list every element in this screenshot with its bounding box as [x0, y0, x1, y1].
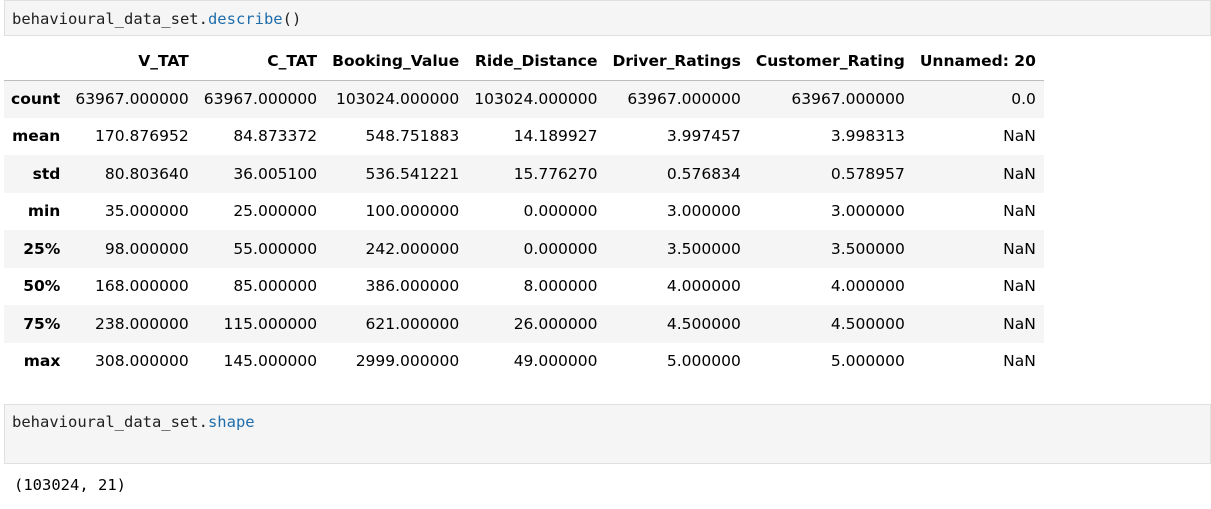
table-cell: 2999.000000	[355, 352, 460, 371]
table-row: 25% 98.000000 55.000000 242.000000 0.000…	[4, 230, 1044, 268]
table-cell: NaN	[1003, 352, 1036, 371]
column-header	[4, 42, 69, 81]
table-cell: NaN	[1003, 202, 1036, 221]
table-cell: 242.000000	[365, 239, 460, 258]
table-cell: 98.000000	[104, 239, 189, 258]
table-cell: 84.873372	[233, 127, 318, 146]
table-cell: 0.578957	[830, 164, 905, 183]
column-header: V_TAT	[68, 42, 197, 81]
table-cell: 386.000000	[365, 277, 460, 296]
table-cell: 0.0	[1011, 90, 1036, 108]
table-row: 50% 168.000000 85.000000 386.000000 8.00…	[4, 267, 1044, 305]
table-cell: NaN	[1003, 127, 1036, 146]
table-cell: 170.876952	[95, 127, 189, 146]
table-cell: 103024.000000	[474, 90, 598, 108]
table-cell: 4.000000	[830, 277, 905, 296]
table-cell: 3.500000	[666, 239, 741, 258]
table-cell: 14.189927	[513, 127, 598, 146]
table-cell: 4.500000	[830, 314, 905, 333]
table-cell: 63967.000000	[791, 90, 905, 108]
table-cell: 548.751883	[365, 127, 460, 146]
code-object: behavioural_data_set.	[12, 10, 208, 28]
table-cell: 26.000000	[513, 314, 598, 333]
column-header: C_TAT	[196, 42, 326, 81]
table-cell: 3.998313	[830, 127, 905, 146]
table-cell: NaN	[1003, 277, 1036, 296]
table-row: mean 170.876952 84.873372 548.751883 14.…	[4, 117, 1044, 155]
table-cell: 100.000000	[365, 202, 460, 221]
table-cell: 145.000000	[223, 352, 318, 371]
row-label: 50%	[23, 277, 61, 296]
table-row: 75% 238.000000 115.000000 621.000000 26.…	[4, 305, 1044, 343]
row-label: count	[11, 90, 61, 108]
column-header: Driver_Ratings	[605, 42, 749, 81]
table-cell: 3.997457	[666, 127, 741, 146]
code-cell-describe[interactable]: behavioural_data_set.describe()	[4, 0, 1211, 36]
table-cell: 168.000000	[95, 277, 189, 296]
table-cell: 8.000000	[523, 277, 598, 296]
table-cell: 5.000000	[666, 352, 741, 371]
table-cell: 85.000000	[233, 277, 318, 296]
table-cell: 3.000000	[666, 202, 741, 221]
table-cell: 3.500000	[830, 239, 905, 258]
table-cell: 49.000000	[513, 352, 598, 371]
row-label: 75%	[23, 314, 61, 333]
row-label: max	[23, 352, 61, 371]
table-cell: 80.803640	[104, 164, 189, 183]
table-cell: 15.776270	[513, 164, 598, 183]
table-cell: 63967.000000	[75, 90, 189, 108]
table-cell: 115.000000	[223, 314, 318, 333]
column-header: Booking_Value	[325, 42, 468, 81]
code-cell-shape[interactable]: behavioural_data_set.shape	[4, 404, 1211, 464]
table-cell: NaN	[1003, 164, 1036, 183]
code-object: behavioural_data_set.	[12, 413, 208, 431]
table-cell: 0.000000	[523, 239, 598, 258]
column-header: Unnamed: 20	[912, 42, 1044, 81]
shape-output: (103024, 21)	[14, 476, 126, 494]
table-row: min 35.000000 25.000000 100.000000 0.000…	[4, 192, 1044, 230]
table-cell: 35.000000	[104, 202, 189, 221]
table-cell: 5.000000	[830, 352, 905, 371]
table-cell: 308.000000	[95, 352, 189, 371]
row-label: std	[32, 164, 61, 183]
table-cell: 3.000000	[830, 202, 905, 221]
column-header: Customer_Rating	[748, 42, 913, 81]
table-cell: 103024.000000	[335, 90, 460, 108]
table-header-row: V_TAT C_TAT Booking_Value Ride_Distance …	[4, 42, 1044, 81]
code-parens: ()	[282, 10, 302, 28]
describe-output-table: V_TAT C_TAT Booking_Value Ride_Distance …	[4, 42, 1044, 380]
row-label: min	[27, 202, 61, 221]
table-cell: 36.005100	[233, 164, 318, 183]
code-method: describe	[207, 10, 283, 28]
table-cell: NaN	[1003, 314, 1036, 333]
table-cell: 4.000000	[666, 277, 741, 296]
table-cell: 0.000000	[523, 202, 598, 221]
column-header: Ride_Distance	[467, 42, 606, 81]
table-cell: 25.000000	[233, 202, 318, 221]
table-row: max 308.000000 145.000000 2999.000000 49…	[4, 342, 1044, 380]
table-cell: 0.576834	[666, 164, 741, 183]
row-label: 25%	[23, 239, 61, 258]
table-row: count 63967.000000 63967.000000 103024.0…	[4, 80, 1044, 118]
table-cell: 238.000000	[95, 314, 189, 333]
table-cell: 63967.000000	[203, 90, 318, 108]
table-cell: 621.000000	[365, 314, 460, 333]
code-attribute: shape	[207, 413, 255, 431]
table-row: std 80.803640 36.005100 536.541221 15.77…	[4, 155, 1044, 193]
table-cell: 63967.000000	[627, 90, 741, 108]
table-cell: 536.541221	[365, 164, 460, 183]
row-label: mean	[12, 127, 61, 146]
table-cell: 4.500000	[666, 314, 741, 333]
table-cell: NaN	[1003, 239, 1036, 258]
table-cell: 55.000000	[233, 239, 318, 258]
